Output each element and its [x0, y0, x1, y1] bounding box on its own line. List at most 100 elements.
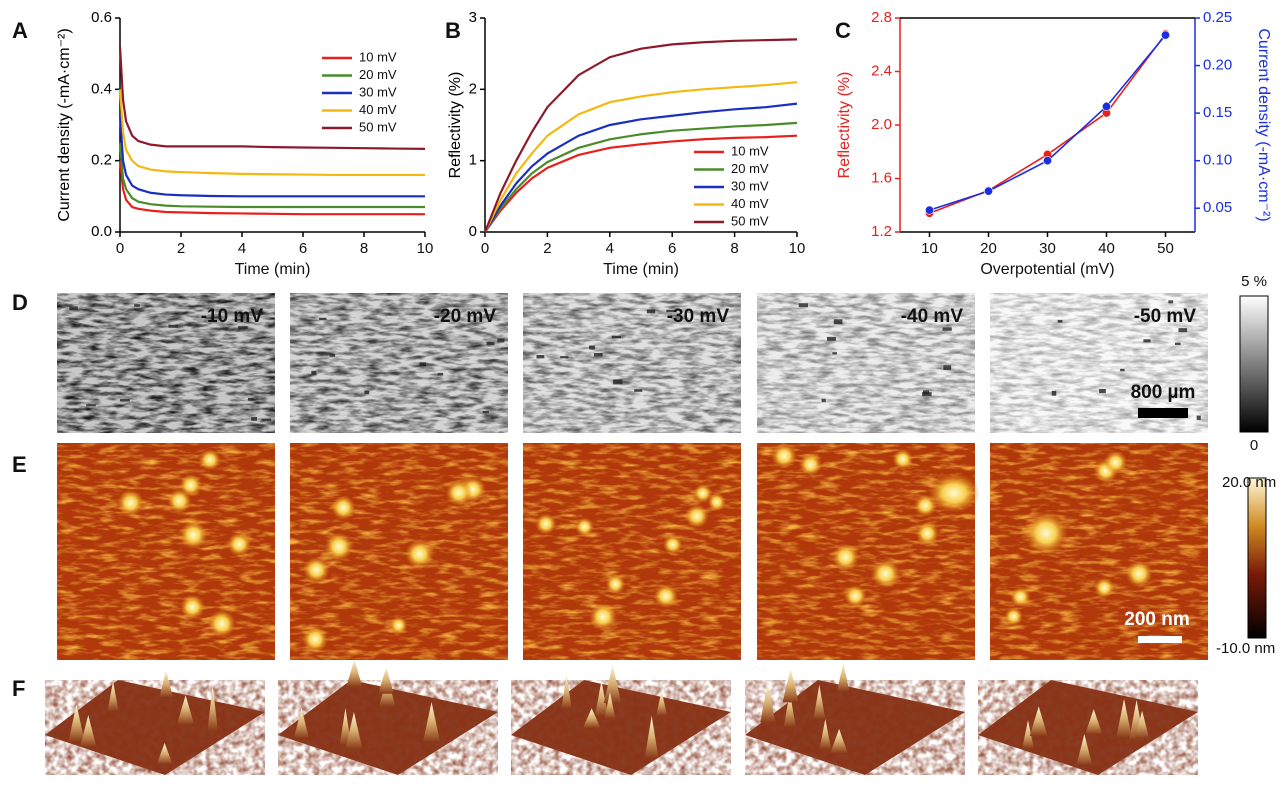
speck — [1178, 328, 1188, 333]
speck — [437, 372, 444, 376]
afm-3d — [511, 664, 731, 775]
peak — [80, 715, 97, 747]
panel-label: E — [12, 452, 27, 477]
surface-texture — [511, 680, 731, 775]
data-line — [118, 160, 425, 216]
peak — [582, 708, 601, 728]
speck — [646, 309, 656, 314]
particle — [302, 626, 329, 653]
y-axis-label: Current density (-mA·cm⁻²) — [56, 28, 73, 221]
speck — [1099, 389, 1106, 394]
speck — [922, 390, 930, 395]
x-axis-label: Overpotential (mV) — [980, 261, 1114, 278]
particle — [870, 558, 901, 589]
speck — [821, 398, 826, 403]
x-tick-label: 2 — [543, 240, 551, 257]
speck — [486, 341, 495, 346]
y2-tick-label: 0.10 — [1203, 152, 1232, 169]
particle — [574, 517, 595, 537]
speck — [943, 365, 952, 371]
y-tick-label: 0.2 — [91, 152, 112, 169]
speck — [119, 399, 130, 402]
sem-image: -40 mV — [757, 293, 975, 433]
speck — [1168, 300, 1174, 304]
afm-3d — [278, 659, 498, 775]
speck — [311, 370, 317, 375]
x-tick-label: 0 — [481, 240, 489, 257]
peak — [1134, 710, 1150, 739]
legend-label: 20 mV — [731, 161, 769, 176]
afm-image — [523, 443, 741, 660]
particle — [1024, 511, 1068, 555]
data-point — [1161, 30, 1171, 40]
sem-image: -30 mV — [523, 293, 741, 433]
peak — [819, 718, 832, 750]
x-tick-label: 4 — [238, 240, 246, 257]
image-label: -10 mV — [201, 306, 264, 327]
speck — [69, 306, 78, 311]
surface-texture — [278, 680, 498, 775]
data-point — [1043, 156, 1053, 166]
y2-tick-label: 0.05 — [1203, 199, 1232, 216]
peak — [783, 691, 796, 728]
x-tick-label: 0 — [116, 240, 124, 257]
x-tick-label: 30 — [1039, 240, 1056, 257]
particle — [928, 473, 980, 513]
speck — [419, 362, 426, 367]
panel-label: F — [12, 676, 25, 701]
speck — [247, 397, 254, 401]
legend-label: 50 mV — [731, 213, 769, 228]
afm-3d — [45, 670, 265, 775]
speck — [1051, 390, 1057, 396]
legend-label: 30 mV — [731, 178, 769, 193]
x-tick-label: 4 — [606, 240, 614, 257]
particle — [915, 521, 940, 546]
peak — [813, 684, 826, 719]
peak — [177, 695, 195, 725]
scale-bar-label: 200 nm — [1124, 609, 1189, 630]
particle — [1103, 450, 1128, 475]
y-tick-label: 0.4 — [91, 80, 112, 97]
speck — [942, 327, 952, 331]
data-line — [118, 89, 425, 177]
y-tick-label: 0 — [469, 223, 477, 240]
x-tick-label: 50 — [1157, 240, 1174, 257]
legend-label: 40 mV — [731, 196, 769, 211]
legend-label: 10 mV — [731, 143, 769, 158]
y-tick-label: 2 — [469, 80, 477, 97]
speck — [1057, 319, 1063, 323]
speck — [593, 352, 603, 357]
scale-bar-label: 800 µm — [1131, 382, 1196, 403]
legend-label: 20 mV — [359, 67, 397, 82]
y-axis-label: Reflectivity (%) — [836, 72, 853, 179]
x-tick-label: 8 — [730, 240, 738, 257]
particle — [843, 584, 867, 608]
particle — [179, 473, 203, 497]
data-line — [929, 34, 1167, 211]
particle — [662, 534, 683, 555]
scale-bar — [1138, 636, 1182, 643]
speck — [634, 389, 643, 392]
speck — [134, 304, 140, 307]
peak — [107, 681, 119, 712]
particle — [303, 556, 330, 584]
y-tick-label: 1 — [469, 152, 477, 169]
y2-axis-label: Current density (-mA·cm⁻²) — [1255, 28, 1272, 221]
image-texture — [57, 293, 275, 433]
y2-tick-label: 0.20 — [1203, 57, 1232, 74]
panel-label: C — [835, 18, 851, 43]
particle — [892, 448, 914, 470]
peak — [293, 707, 309, 739]
particle — [1094, 577, 1115, 599]
y-tick-label: 2.0 — [871, 116, 892, 133]
x-tick-label: 20 — [980, 240, 997, 257]
peak — [760, 683, 776, 723]
panel-label: D — [12, 290, 28, 315]
legend-label: 50 mV — [359, 119, 397, 134]
peak — [644, 715, 659, 758]
speck — [1120, 368, 1125, 372]
speck — [560, 356, 569, 359]
peak — [561, 674, 572, 709]
peak — [830, 728, 848, 754]
image-texture — [523, 443, 741, 660]
